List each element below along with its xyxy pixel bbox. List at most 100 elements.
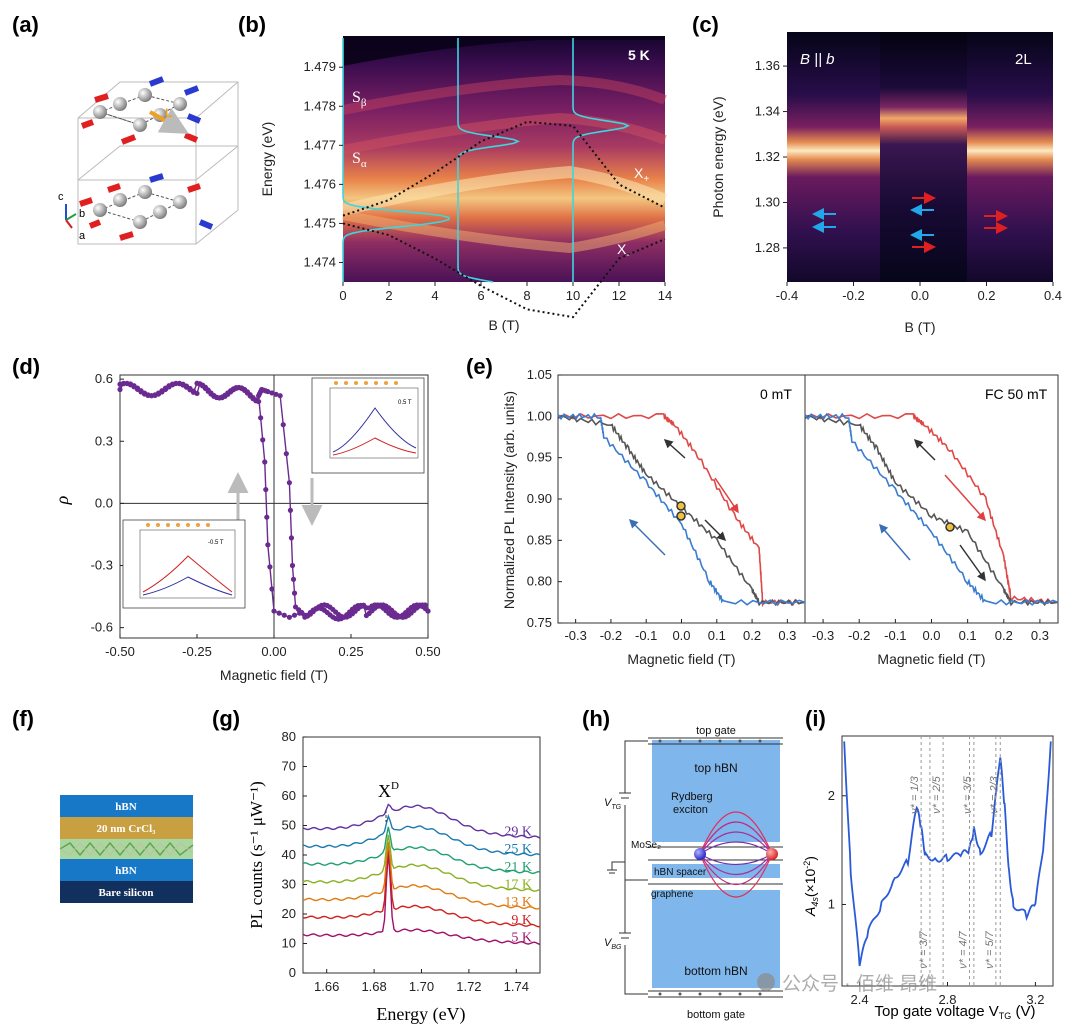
e-ytick-label: 0.90 <box>527 491 552 506</box>
h-hbn-spacer <box>652 864 780 878</box>
d-point <box>290 576 297 582</box>
e-series-red-left <box>557 412 806 608</box>
g-ylabel: PL counts (s⁻¹ μW⁻¹) <box>247 781 266 929</box>
i-filling-label: ν* = 4/7 <box>957 930 969 968</box>
panel-i-a4s: 2.4 2.8 3.212 ν* = 1/3 ν* = 2/5 ν* = 3/5 ν* =… <box>802 735 1054 1021</box>
e-ytick-label: 1.00 <box>527 408 552 423</box>
b-x-minus: X- <box>617 241 630 261</box>
d-inset-top: 0.5 T <box>311 377 425 474</box>
d-point <box>260 437 266 443</box>
c-xtick-label: 0.2 <box>977 288 995 303</box>
b-ytick-label: 1.474 <box>303 254 336 269</box>
g-ytick-label: 50 <box>282 818 296 833</box>
d-point <box>271 608 277 614</box>
e-series-blue-right <box>804 412 1059 606</box>
i-filling-label: ν* = 2/5 <box>931 775 943 813</box>
f-label-hbn-top: hBN <box>115 801 136 813</box>
c-xtick-label: -0.2 <box>842 288 864 303</box>
panel-h-device: top gate top hBN Rydberg exciton MoSe₂ h… <box>604 725 783 1021</box>
d-point <box>267 564 273 570</box>
h-circuit <box>607 740 648 995</box>
g-temp-label: 9 K <box>511 913 532 928</box>
e-xtick-label: 0.0 <box>672 628 690 643</box>
d-point <box>253 398 259 404</box>
h-hbn-spacer-label: hBN spacer <box>654 867 707 878</box>
d-point <box>276 610 282 616</box>
e-ytick-label: 1.05 <box>527 367 552 382</box>
spin-chain-top <box>80 76 202 145</box>
g-spectrum <box>302 834 541 892</box>
b-ytick-label: 1.478 <box>303 98 336 113</box>
e-right-title: FC 50 mT <box>985 386 1048 402</box>
g-temp-label: 17 K <box>504 878 532 893</box>
d-point <box>262 459 268 465</box>
i-series-a4s <box>843 741 1052 967</box>
d-ytick-label: -0.6 <box>91 620 113 635</box>
panel-label-h: (h) <box>582 706 610 731</box>
i-filling-label: ν* = 3/7 <box>918 930 930 968</box>
i-filling-label: ν* = 5/7 <box>984 930 996 968</box>
g-xtick-label: 1.68 <box>361 979 386 994</box>
b-linecut <box>572 37 630 282</box>
watermark-text: 公众号 · 佰维 昂维 <box>782 973 937 995</box>
c-field-label: B || b <box>800 51 834 68</box>
f-layer-silicon <box>60 881 193 903</box>
g-spectrum <box>302 803 541 839</box>
panel-a-crystal: L c b a <box>58 76 239 245</box>
b-ylabel: Energy (eV) <box>259 122 275 197</box>
i-filling-label: ν* = 1/3 <box>909 775 921 813</box>
d-point <box>273 391 279 397</box>
b-temperature-label: 5 K <box>628 47 650 63</box>
g-peak-label: XD <box>378 780 399 801</box>
h-vbg-label: VBG <box>604 937 622 951</box>
f-label-crcl3: 20 nm CrCl₃ <box>97 823 157 835</box>
f-layer-hbn-bottom <box>60 859 193 881</box>
d-xtick-label: 0.00 <box>261 644 286 659</box>
e-xtick-label: 0.3 <box>1031 628 1049 643</box>
g-temp-label: 13 K <box>504 895 532 910</box>
d-point <box>269 586 275 592</box>
b-xtick-label: 10 <box>566 288 580 303</box>
e-xtick-label: -0.3 <box>812 628 834 643</box>
h-graphene-label: graphene <box>651 889 694 900</box>
c-ytick-label: 1.36 <box>755 58 780 73</box>
b-xtick-label: 0 <box>339 288 346 303</box>
e-ytick-label: 0.95 <box>527 450 552 465</box>
b-xlabel: B (T) <box>488 317 519 333</box>
panel-e-hysteresis: 0 mT FC 50 mT -0.3 -0.2 -0.1 0.0 0.1 0.2 0.3 Ma… <box>501 367 1059 667</box>
panel-label-c: (c) <box>692 12 719 37</box>
d-point <box>287 507 294 513</box>
d-xtick-label: 0.25 <box>338 644 363 659</box>
axis-a-label: a <box>79 230 86 242</box>
g-ytick-label: 20 <box>282 906 296 921</box>
c-ytick-label: 1.34 <box>755 104 780 119</box>
h-bottom-hbn <box>652 890 780 988</box>
e-axes: -0.3 -0.2 -0.1 0.0 0.1 0.2 0.3 Magnetic field (… <box>501 367 1049 667</box>
d-inset-bottom-field: -0.5 T <box>208 540 224 546</box>
d-point <box>117 386 123 393</box>
h-rydberg-field-lines <box>699 811 773 898</box>
d-point <box>264 514 270 520</box>
e-xtick-label: 0.0 <box>922 628 940 643</box>
g-data: 5 K 9 K 13 K 17 K 21 K 25 K 29 K <box>302 803 541 946</box>
i-filling-labels: ν* = 1/3 ν* = 2/5 ν* = 3/5 ν* = 2/3 ν* = 3/7… <box>909 736 1001 986</box>
e-left-frame <box>557 374 806 624</box>
g-xlabel: Energy (eV) <box>376 1004 465 1025</box>
d-point <box>277 393 283 399</box>
panel-label-e: (e) <box>466 354 493 379</box>
b-xtick-label: 12 <box>612 288 626 303</box>
e-series-blue-left <box>557 412 806 606</box>
c-ytick-label: 1.28 <box>755 240 780 255</box>
b-fit-x-plus <box>342 120 666 217</box>
e-xlabel: Magnetic field (T) <box>627 651 735 667</box>
h-top-gate-label: top gate <box>696 725 736 737</box>
b-xtick-label: 2 <box>385 288 392 303</box>
e-xlabel: Magnetic field (T) <box>877 651 985 667</box>
g-xtick-label: 1.70 <box>409 979 434 994</box>
d-point <box>265 542 271 548</box>
c-ytick-label: 1.30 <box>755 194 780 209</box>
d-point <box>283 451 289 457</box>
d-point <box>281 612 287 618</box>
e-xtick-label: 0.2 <box>743 628 761 643</box>
